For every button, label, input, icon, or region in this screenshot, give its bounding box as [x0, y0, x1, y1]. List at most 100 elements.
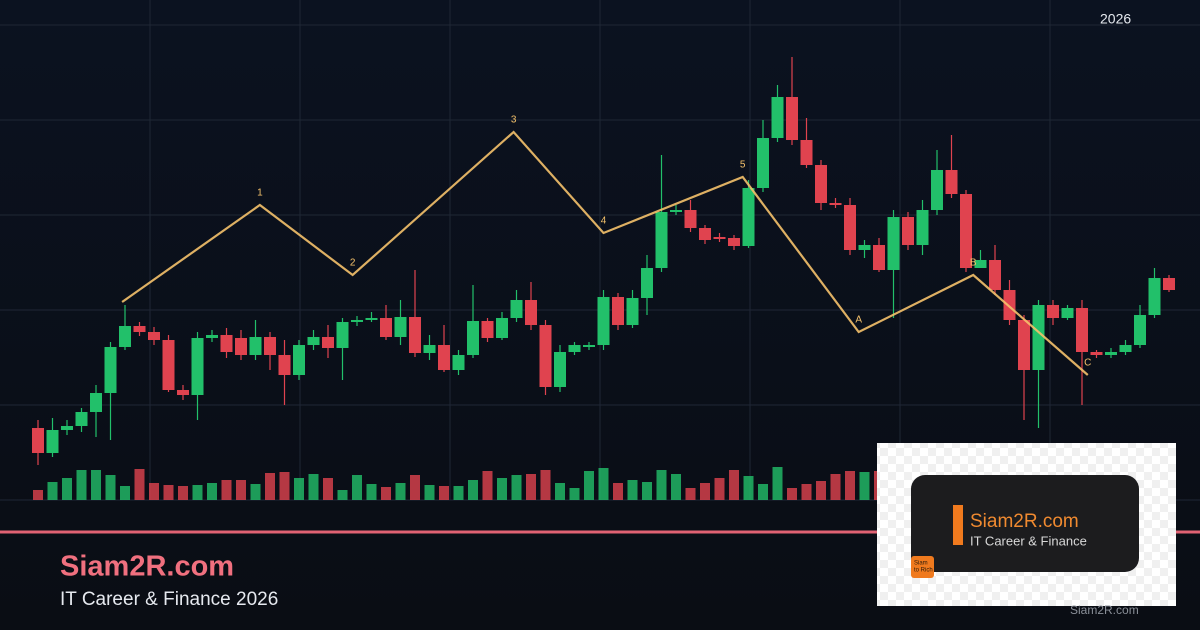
candle-body [220, 335, 233, 352]
volume-bar [439, 486, 449, 500]
logo-card [911, 475, 1139, 572]
volume-bar [250, 484, 261, 500]
volume-bar [758, 484, 768, 500]
volume-bar [482, 471, 493, 500]
candle-body [46, 430, 59, 453]
volume-bar [134, 469, 145, 500]
volume-bar [772, 467, 783, 500]
volume-bar [656, 470, 667, 500]
volume-bar [729, 470, 739, 500]
logo-bar [953, 505, 963, 545]
candle-body [771, 97, 784, 138]
wave-label: 5 [740, 160, 746, 171]
candle-body [1047, 305, 1059, 318]
candle-body [597, 297, 610, 345]
candle-body [119, 326, 131, 347]
candle-body [104, 347, 117, 393]
candle-body [1003, 290, 1016, 320]
candle-body [61, 426, 73, 430]
volume-bar [105, 475, 116, 500]
candle-body [322, 337, 334, 348]
volume-bar [540, 470, 551, 500]
candle-body [945, 170, 958, 194]
candle-body [989, 260, 1001, 290]
candle-body [873, 245, 885, 270]
candle-body [510, 300, 523, 318]
candle-body [525, 300, 537, 325]
volume-bar [236, 480, 246, 500]
candle-body [133, 326, 146, 332]
candle-body [786, 97, 798, 140]
volume-bar [178, 486, 188, 500]
candle-body [902, 217, 914, 245]
candle-body [974, 260, 987, 268]
candle-body [887, 217, 900, 270]
vertical-grid [149, 0, 1051, 500]
volume-bar [468, 480, 478, 500]
candle-body [365, 318, 378, 320]
volume-bar [787, 488, 797, 500]
candle-body [641, 268, 653, 298]
logo-badge-text: to Rich [914, 568, 933, 574]
volume-bar [294, 478, 304, 500]
volume-bar [381, 487, 391, 500]
volume-bar [613, 483, 623, 500]
candle-body [191, 338, 204, 395]
candle-body [32, 428, 44, 453]
volume-bar [120, 486, 130, 500]
candle-body [148, 332, 160, 340]
candle-body [800, 140, 813, 165]
candle-body [481, 321, 494, 338]
volume-bar [642, 482, 652, 500]
candle-body [336, 322, 349, 348]
logo-badge-text: Siam [914, 561, 928, 567]
wave-label: 1 [257, 188, 263, 199]
volume-bar [555, 483, 565, 500]
volume-bar [91, 470, 101, 500]
volume-bar [497, 478, 507, 500]
volume-bar [410, 475, 420, 500]
candle-body [1134, 315, 1146, 345]
candle-body [539, 325, 552, 387]
volume-bar [801, 484, 812, 500]
volume-bar [149, 483, 159, 500]
candle-body [960, 194, 972, 268]
logo-overlay: Siam2R.com IT Career & Finance Siam to R… [877, 443, 1176, 606]
logo-badge [911, 556, 934, 578]
candle-body [177, 390, 189, 395]
candle-body [351, 320, 363, 322]
volume-bar [859, 472, 870, 500]
candle-body [394, 317, 407, 337]
year-label: 2026 [1100, 11, 1131, 27]
candle-body [264, 337, 276, 355]
candle-body [931, 170, 943, 210]
candle-body [1076, 308, 1088, 352]
candle-body [452, 355, 465, 370]
volume-bar [192, 485, 203, 500]
candle-body [916, 210, 929, 245]
volume-bar [453, 486, 464, 500]
candle-body [699, 228, 711, 240]
candle-body [1163, 278, 1175, 290]
candle-body [728, 238, 740, 246]
volume-bar [714, 478, 725, 500]
candle-body [423, 345, 436, 353]
volume-bar [584, 471, 594, 500]
candle-body [496, 318, 508, 338]
volume-bar [207, 483, 217, 500]
candle-body [757, 138, 769, 188]
candle-body [742, 188, 755, 246]
candle-body [554, 352, 566, 387]
candle-body [162, 340, 175, 390]
volume-bar [337, 490, 348, 500]
volume-bar [308, 474, 319, 500]
wave-label: 4 [601, 216, 607, 227]
volume-bar [511, 475, 522, 500]
volume-bar [424, 485, 435, 500]
candle-body [467, 321, 479, 355]
candle-body [1119, 345, 1132, 352]
candle-body [1061, 308, 1074, 318]
volume-bar [830, 474, 841, 500]
volume-bar [395, 483, 406, 500]
candle-body [1032, 305, 1045, 370]
